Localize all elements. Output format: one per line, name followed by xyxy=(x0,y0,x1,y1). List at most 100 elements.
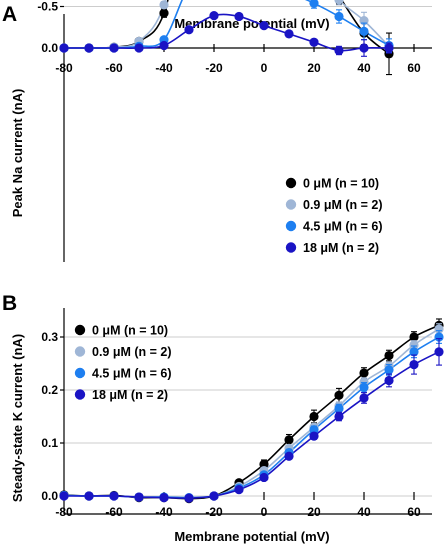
panel-a-series-3-point xyxy=(309,37,319,47)
panel-a-x-tick-label: 40 xyxy=(357,61,371,75)
panel-b-series-3-point xyxy=(59,491,69,501)
panel-b-series-3-point xyxy=(284,451,294,461)
panel-b-x-tick-label: 60 xyxy=(407,505,421,519)
panel-b-gridlines xyxy=(64,336,432,497)
panel-b-series-3-point xyxy=(384,375,394,386)
panel-a-x-tick-label: -40 xyxy=(155,61,173,75)
panel-a-series-3-point xyxy=(209,11,219,21)
panel-a-legend-label: 18 μM (n = 2) xyxy=(303,241,379,255)
panel-b-series-0-point xyxy=(359,368,369,378)
panel-b-series-0-point xyxy=(409,332,419,342)
panel-a-legend-marker xyxy=(285,199,297,210)
panel-b-x-tick-label: -60 xyxy=(105,505,123,519)
panel-b-y-ticks: 0.0 0.1 0.2 0.3 xyxy=(41,330,64,503)
panel-b-series-0-point xyxy=(259,459,269,469)
panel-a-series-3-point xyxy=(134,43,144,53)
panel-b-series-0-point xyxy=(384,350,394,361)
panel-a-series-3-point xyxy=(59,43,69,53)
panel-a-series-1-point xyxy=(159,0,169,10)
panel-b-y-axis-label: Steady-state K current (nA) xyxy=(10,334,25,502)
panel-a-series-2-point xyxy=(334,11,344,22)
panel-b-series-2-point xyxy=(384,365,394,375)
panel-a-y-tick-label: -0.5 xyxy=(37,0,58,14)
panel-b-x-tick-label: -80 xyxy=(55,505,73,519)
panel-b-series-1-point xyxy=(434,324,444,334)
panel-a-x-tick-label: 60 xyxy=(407,61,421,75)
panel-b-x-tick-label: -40 xyxy=(155,505,173,519)
panel-a-label: A xyxy=(2,3,17,26)
panel-b-x-axis-label: Membrane potential (mV) xyxy=(174,529,329,544)
panel-b-series-2-point xyxy=(359,382,369,392)
panel-b-series-2-point xyxy=(434,332,444,342)
panel-b-series-2-point xyxy=(409,347,419,357)
panel-b-series-3-point xyxy=(84,491,94,501)
panel-a-series-3-point xyxy=(184,25,194,35)
panel-a-series-3-point xyxy=(109,43,119,53)
panel-b-series-3-point xyxy=(234,485,244,495)
panel-a-x-tick-label: 0 xyxy=(261,61,268,75)
panel-a-legend-marker xyxy=(285,242,297,253)
panel-a-y-tick-label: 0.0 xyxy=(41,41,58,55)
panel-b-x-tick-label: -20 xyxy=(205,505,223,519)
panel-b-series-3-point xyxy=(209,491,219,501)
panel-b-legend-marker xyxy=(74,346,86,357)
panel-a-legend-marker xyxy=(285,220,297,232)
panel-a-legend-label: 4.5 μM (n = 6) xyxy=(303,220,383,234)
panel-b-label: B xyxy=(2,292,17,315)
panel-b-y-tick-label: 0.1 xyxy=(41,436,58,450)
panel-a-series-2-point xyxy=(359,26,369,36)
panel-b-series-3-point xyxy=(134,492,144,502)
panel-a-legend-label: 0 μM (n = 10) xyxy=(303,177,379,191)
panel-a-x-tick-label: -60 xyxy=(105,61,123,75)
panel-a-series-0-point xyxy=(159,8,169,18)
panel-a-legend-marker xyxy=(285,177,297,189)
panel-a-series-3-point xyxy=(334,45,344,56)
panel-b-y-tick-label: 0.3 xyxy=(41,330,58,344)
panel-a-legend-label: 0.9 μM (n = 2) xyxy=(303,198,383,212)
panel-b-legend-marker xyxy=(74,324,86,336)
panel-a-legend: 0 μM (n = 10) 0.9 μM (n = 2) 4.5 μM (n = 6… xyxy=(285,177,383,255)
panel-a-series-3-point xyxy=(384,43,394,53)
panel-a-x-tick-label: 20 xyxy=(307,61,321,75)
panel-b-series-3-point xyxy=(259,472,269,483)
panel-b-series-3-point xyxy=(159,492,169,503)
panel-b-series-2-point xyxy=(309,425,319,435)
panel-b-series-3-point xyxy=(309,431,319,441)
panel-b-series-3-point xyxy=(184,493,194,503)
panel-b-y-tick-label: 0.2 xyxy=(41,383,58,397)
panel-a-series-2-point xyxy=(309,0,319,8)
panel-b-series-3-point xyxy=(334,411,344,422)
panel-a-series xyxy=(59,0,394,76)
panel-b-x-tick-label: 0 xyxy=(261,505,268,519)
panel-b-series-2-point xyxy=(334,403,344,414)
panel-a-series-3-point xyxy=(84,43,94,53)
panel-b-legend-label: 18 μM (n = 2) xyxy=(92,388,168,402)
panel-b-series-0-point xyxy=(284,435,294,445)
panel-b-y-tick-label: 0.0 xyxy=(41,489,58,503)
panel-b-legend-marker xyxy=(74,389,86,400)
panel-a-series-3-point xyxy=(234,11,244,22)
panel-b-series-3-line xyxy=(64,351,440,499)
panel-b-legend-label: 0 μM (n = 10) xyxy=(92,324,168,338)
panel-a-x-tick-label: -80 xyxy=(55,61,73,75)
panel-b-legend-label: 4.5 μM (n = 6) xyxy=(92,367,172,381)
panel-b: B -80 -60 -40 -20 0 20 40 60 0.0 0.1 0.2 0.3 Membr… xyxy=(2,292,444,544)
panel-b-x-tick-label: 40 xyxy=(357,505,371,519)
panel-b-axes xyxy=(63,308,432,515)
panel-a-series-3-point xyxy=(284,29,294,39)
panel-b-series-3-point xyxy=(409,359,419,370)
panel-a-series-3-point xyxy=(159,40,169,51)
panel-a-x-ticks: -80 -60 -40 -20 0 20 40 60 xyxy=(55,44,421,75)
panel-b-legend-label: 0.9 μM (n = 2) xyxy=(92,345,172,359)
panel-b-legend: 0 μM (n = 10) 0.9 μM (n = 2) 4.5 μM (n = 6… xyxy=(74,324,172,402)
panel-b-legend-marker xyxy=(74,367,86,379)
panel-b-series-1-point xyxy=(409,340,419,350)
panel-b-series-0-point xyxy=(309,411,319,422)
panel-a-x-tick-label: -20 xyxy=(205,61,223,75)
panel-a-series-1-point xyxy=(334,0,344,5)
panel-b-series-3-point xyxy=(434,347,444,357)
panel-b-x-tick-label: 20 xyxy=(307,505,321,519)
panel-b-series-3-point xyxy=(109,491,119,501)
